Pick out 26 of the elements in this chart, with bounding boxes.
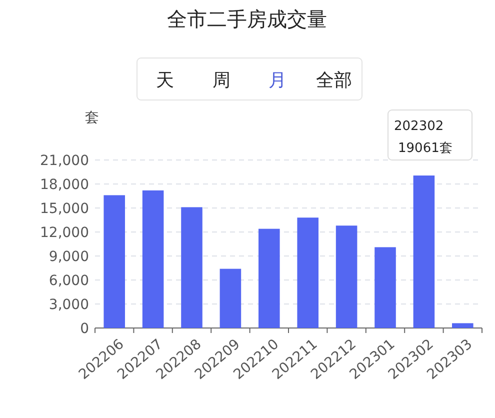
y-tick-label: 6,000: [48, 273, 89, 289]
bar: [374, 247, 396, 328]
text: 19061套: [398, 141, 452, 156]
y-tick-label: 3,000: [48, 297, 89, 313]
y-tick-label: 9,000: [48, 249, 89, 265]
bar: [297, 218, 318, 328]
text: 天: [156, 70, 174, 91]
text: 月: [268, 70, 287, 91]
chart-title: 全市二手房成交量: [167, 7, 327, 31]
text: 202302: [394, 119, 444, 134]
y-tick-label: 15,000: [40, 201, 89, 217]
y-axis-title: 套: [85, 110, 99, 126]
bar: [413, 176, 435, 328]
text: 全部: [316, 70, 352, 91]
bar: [104, 195, 125, 328]
bar: [142, 190, 164, 328]
bar: [258, 228, 280, 328]
bar: [181, 207, 202, 328]
bar: [220, 268, 242, 328]
bar: [452, 323, 474, 328]
y-tick-label: 12,000: [40, 225, 89, 241]
y-tick-label: 18,000: [40, 177, 89, 193]
text: 周: [212, 70, 230, 91]
y-tick-label: 0: [80, 321, 89, 337]
y-tick-label: 21,000: [40, 153, 89, 169]
bar: [336, 226, 358, 328]
